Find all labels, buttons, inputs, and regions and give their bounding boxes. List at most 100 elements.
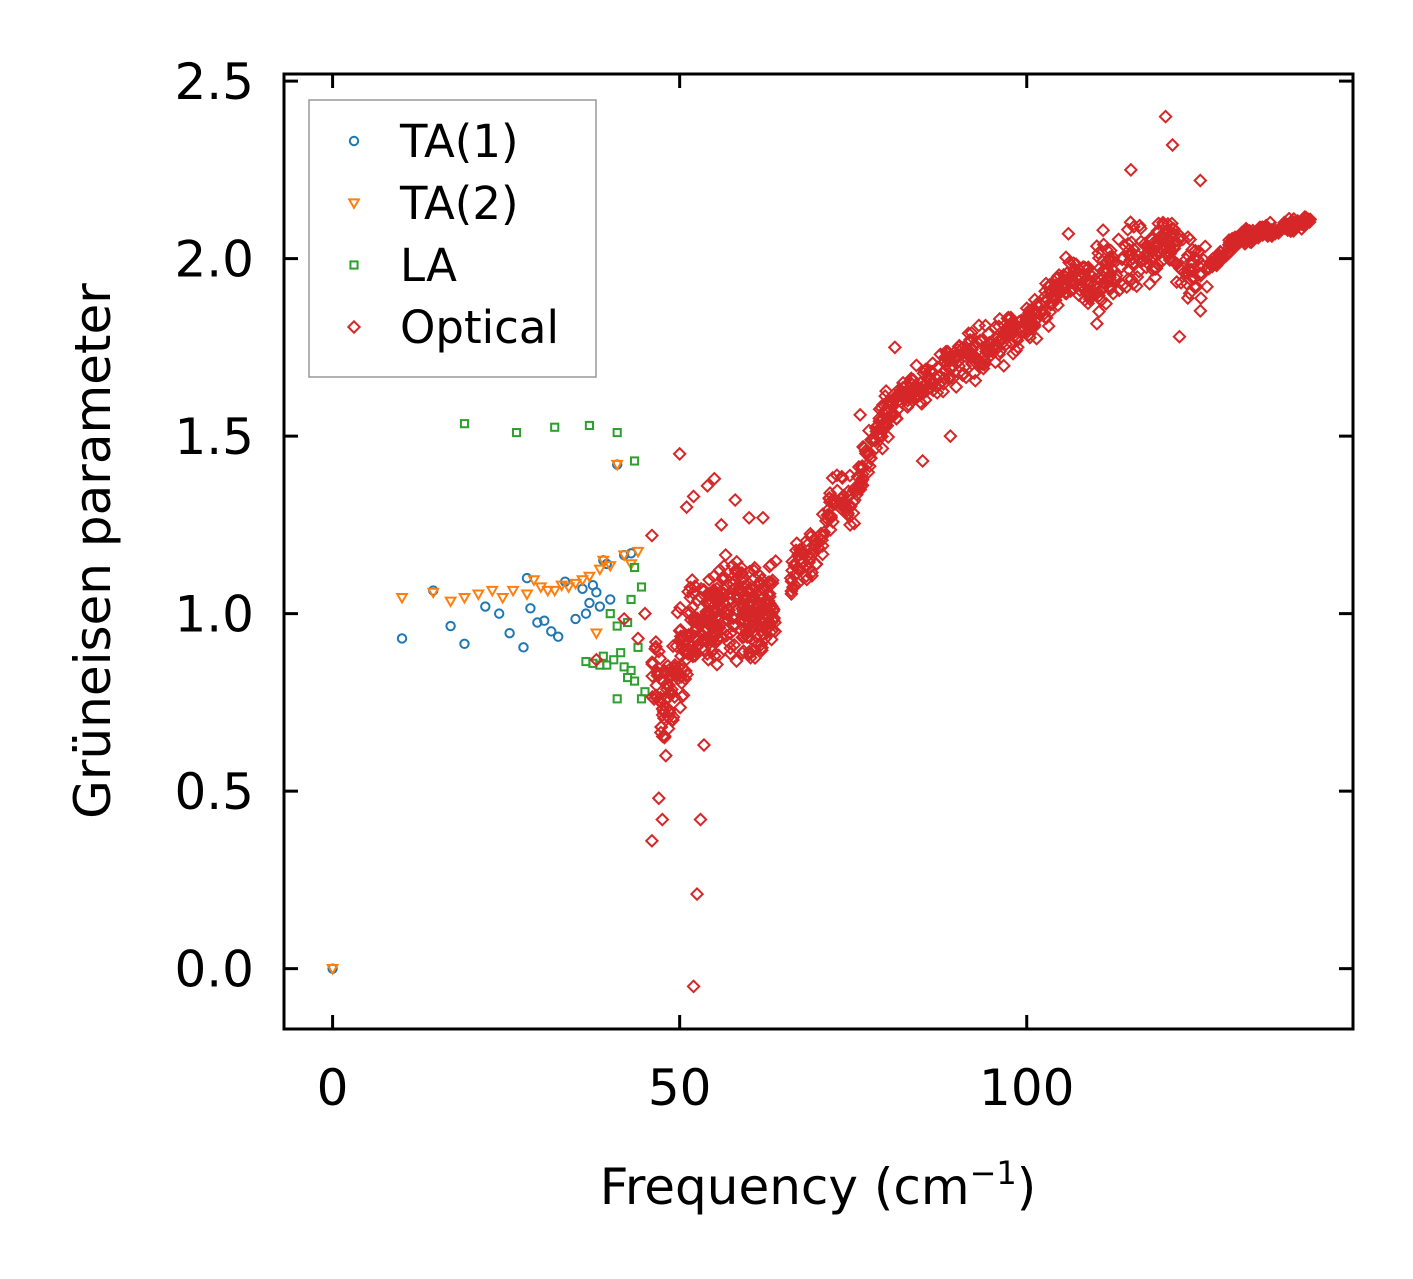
data-point	[520, 589, 534, 601]
data-point	[877, 418, 892, 433]
data-point	[689, 887, 705, 902]
data-point	[687, 648, 703, 663]
data-point	[631, 546, 645, 559]
data-point	[930, 385, 945, 400]
data-point	[762, 586, 777, 601]
data-point	[1227, 230, 1243, 245]
data-point	[1169, 274, 1184, 290]
data-point	[1041, 318, 1056, 334]
data-point	[823, 508, 839, 524]
data-point	[1178, 252, 1194, 267]
data-point	[679, 667, 695, 682]
data-point	[927, 375, 942, 390]
data-point	[1102, 250, 1117, 265]
data-point	[696, 737, 712, 753]
data-point	[729, 653, 744, 669]
data-point	[829, 468, 844, 483]
data-point	[681, 584, 696, 599]
x-axis-label: Frequency (cm−1)	[600, 1154, 1037, 1216]
data-point	[956, 366, 971, 381]
data-point	[788, 543, 804, 558]
data-point	[1001, 323, 1016, 338]
data-point	[527, 575, 541, 587]
data-point	[879, 383, 894, 399]
data-point	[714, 602, 729, 617]
data-point	[626, 594, 636, 604]
data-point	[742, 644, 757, 659]
data-point	[1280, 218, 1295, 233]
data-point	[1043, 304, 1058, 320]
plot-points	[326, 109, 1318, 994]
data-point	[1002, 311, 1017, 326]
data-point	[964, 325, 979, 340]
x-tick-label: 50	[648, 1059, 712, 1117]
y-tick-label: 2.5	[174, 53, 254, 111]
data-point	[766, 610, 782, 626]
data-point	[596, 555, 610, 568]
data-point	[968, 351, 983, 367]
data-point	[1158, 109, 1173, 124]
data-point	[709, 581, 725, 596]
data-point	[676, 661, 691, 676]
data-point	[457, 593, 472, 605]
data-point	[972, 354, 987, 369]
data-point	[426, 587, 440, 600]
data-point	[1144, 250, 1159, 266]
data-point	[752, 568, 767, 583]
x-tick-label: 100	[979, 1059, 1074, 1117]
data-point	[700, 607, 715, 622]
x-axis-label-text: Frequency (cm	[600, 1158, 970, 1216]
data-point	[969, 334, 984, 349]
data-point	[701, 616, 717, 632]
data-point	[763, 616, 778, 631]
data-point	[797, 546, 812, 561]
data-point	[681, 627, 696, 643]
data-point	[1119, 279, 1134, 295]
data-point	[459, 419, 470, 429]
data-point	[946, 359, 961, 374]
data-point	[539, 615, 550, 626]
data-point	[736, 644, 751, 659]
data-point	[1301, 212, 1316, 227]
data-point	[612, 621, 622, 631]
data-point	[1208, 256, 1223, 271]
data-point	[791, 547, 806, 562]
data-point	[651, 644, 666, 659]
data-point	[584, 420, 594, 431]
data-point	[562, 582, 576, 594]
y-tick-label: 1.5	[174, 408, 254, 466]
data-point	[791, 561, 806, 576]
x-tick-label: 0	[317, 1059, 349, 1117]
data-point	[887, 340, 902, 355]
data-point	[636, 582, 647, 592]
data-point	[630, 631, 646, 646]
data-point	[1022, 330, 1037, 345]
data-point	[822, 486, 838, 501]
data-point	[570, 613, 581, 625]
data-point	[617, 550, 631, 562]
data-point	[686, 979, 701, 994]
data-point	[861, 465, 876, 480]
data-point	[789, 536, 804, 551]
data-point	[853, 482, 868, 497]
data-point	[737, 613, 753, 628]
data-point	[723, 646, 738, 661]
data-point	[1096, 223, 1111, 238]
series-optical	[589, 109, 1318, 994]
data-point	[697, 632, 712, 647]
data-point	[1075, 259, 1091, 275]
data-point	[670, 605, 685, 620]
data-point	[1066, 256, 1081, 271]
data-point	[968, 373, 983, 388]
data-point	[746, 643, 761, 658]
data-point	[1014, 325, 1029, 340]
data-point	[674, 689, 689, 704]
data-point	[1098, 296, 1114, 311]
data-point	[1106, 263, 1121, 278]
data-point	[1175, 232, 1190, 247]
data-point	[629, 676, 640, 686]
data-point	[847, 516, 862, 531]
data-point	[1086, 284, 1101, 299]
data-point	[1130, 248, 1145, 263]
data-point	[1080, 276, 1095, 291]
